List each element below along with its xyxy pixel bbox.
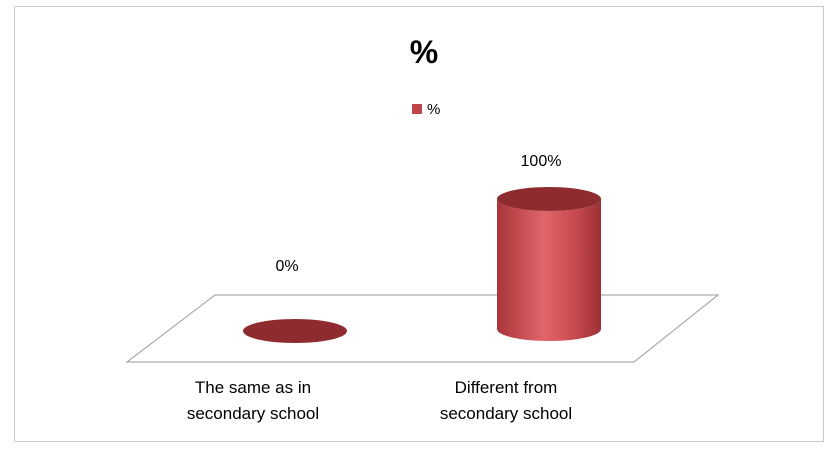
category-labels-layer: The same as in secondary school Different … — [187, 378, 572, 423]
legend-swatch — [412, 104, 422, 114]
category-label-0-line-1: secondary school — [187, 404, 319, 423]
chart-floor — [125, 294, 720, 363]
legend-label: % — [427, 101, 440, 118]
bar-top-0 — [243, 319, 347, 343]
chart-title: % — [410, 34, 438, 70]
data-label-0: 0% — [275, 258, 298, 275]
category-label-0-line-0: The same as in — [195, 378, 311, 397]
bar-body-1 — [497, 199, 601, 341]
bars-layer — [243, 187, 601, 343]
data-labels-layer: 0% 100% — [275, 153, 561, 275]
category-label-1-line-1: secondary school — [440, 404, 572, 423]
bar-0 — [243, 319, 347, 343]
category-label-1-line-0: Different from — [455, 378, 558, 397]
data-label-1: 100% — [521, 153, 562, 170]
chart-frame — [14, 6, 824, 442]
legend: % — [412, 101, 440, 118]
bar-1 — [497, 187, 601, 341]
bar-top-1 — [497, 187, 601, 211]
